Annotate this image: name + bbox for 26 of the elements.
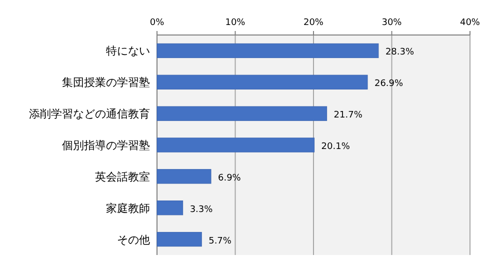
bar — [156, 232, 202, 247]
bar — [156, 106, 328, 121]
y-tick-label: 個別指導の学習塾 — [62, 139, 150, 152]
y-tick-label: 家庭教師 — [106, 202, 150, 215]
y-tick-label: 添削学習などの通信教育 — [29, 108, 150, 121]
bar — [156, 169, 212, 184]
y-tick-label: その他 — [117, 233, 150, 246]
y-tick-label: 英会話教室 — [95, 170, 150, 184]
bar — [156, 74, 368, 90]
bar — [156, 43, 379, 58]
bar — [156, 200, 184, 216]
x-tick-label: 10% — [225, 18, 246, 28]
bar — [156, 138, 315, 152]
data-label: 20.1% — [321, 142, 350, 152]
data-label: 28.3% — [385, 48, 414, 58]
data-label: 21.7% — [334, 110, 363, 121]
data-label: 5.7% — [208, 236, 232, 246]
x-tick-label: 30% — [382, 18, 402, 28]
y-tick-label: 集団授業の学習塾 — [62, 76, 150, 90]
data-label: 6.9% — [218, 173, 242, 184]
x-tick-label: 40% — [460, 18, 480, 28]
x-tick-label: 20% — [303, 18, 324, 28]
data-label: 26.9% — [374, 79, 404, 90]
x-tick-label: 0% — [150, 18, 165, 28]
data-label: 3.3% — [190, 204, 214, 215]
y-tick-label: 特にない — [106, 44, 150, 58]
